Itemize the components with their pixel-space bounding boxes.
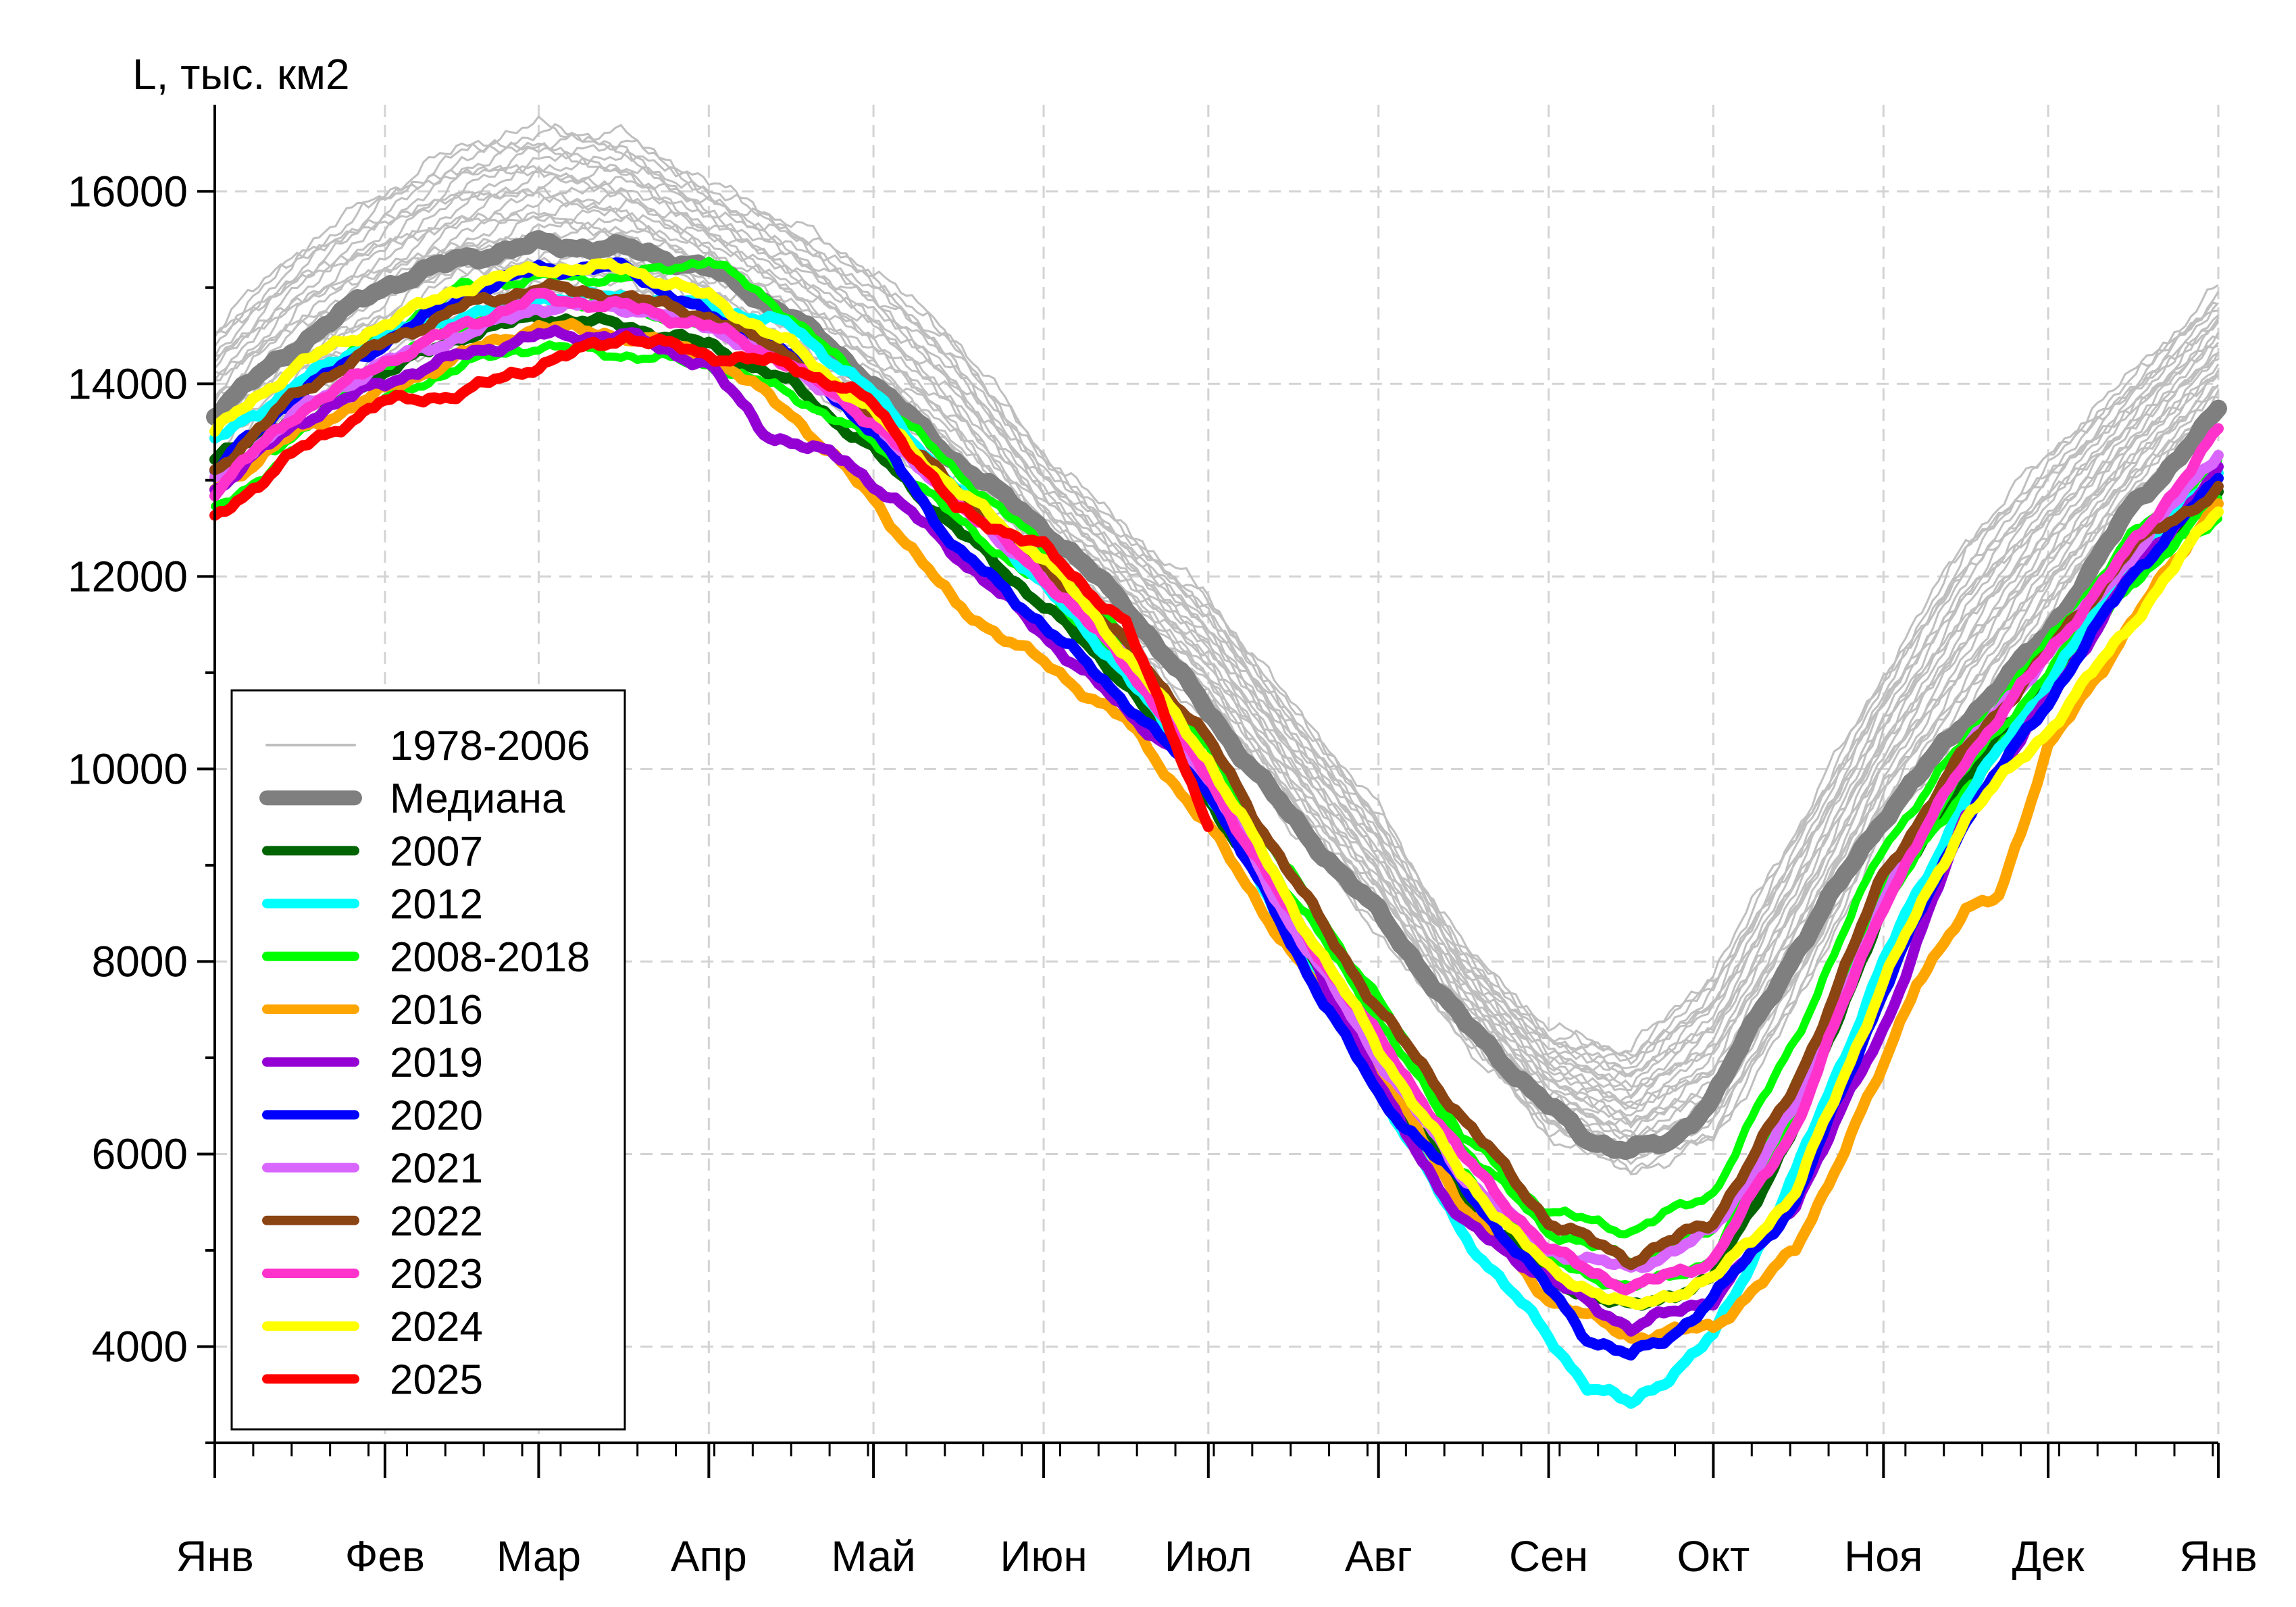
y-tick-label: 12000 xyxy=(68,552,188,601)
x-tick-label: Мар xyxy=(496,1532,581,1581)
legend-label: 2021 xyxy=(390,1146,483,1192)
legend-label: 2008-2018 xyxy=(390,934,590,981)
y-tick-label: 8000 xyxy=(92,937,188,986)
x-tick-label: Ноя xyxy=(1844,1532,1922,1581)
x-tick-label: Сен xyxy=(1509,1532,1588,1581)
legend-label: 2012 xyxy=(390,882,483,928)
legend-label: 2022 xyxy=(390,1198,483,1245)
legend: 1978-2006 Медиана 2007 2012 2008-2018 2016 201… xyxy=(230,689,626,1431)
x-tick-label: Авг xyxy=(1345,1532,1412,1581)
x-tick-label: Май xyxy=(831,1532,915,1581)
background-year-line xyxy=(214,218,2220,1125)
series-lines xyxy=(206,230,2227,1409)
background-year-line xyxy=(213,186,2219,1103)
x-tick-label: Июн xyxy=(1000,1532,1087,1581)
legend-label: 2016 xyxy=(390,987,483,1034)
y-tick-label: 4000 xyxy=(92,1322,188,1371)
x-tick-label: Дек xyxy=(2012,1532,2085,1581)
series-line-Медиана xyxy=(206,230,2227,1160)
series-line-2024 xyxy=(209,258,2224,1310)
y-tick-label: 6000 xyxy=(92,1129,188,1178)
background-year-line xyxy=(213,180,2219,1088)
legend-label: 1978-2006 xyxy=(390,723,590,769)
x-tick-label: Июл xyxy=(1165,1532,1252,1581)
background-year-line xyxy=(214,115,2219,1055)
legend-label: 2025 xyxy=(390,1356,483,1403)
legend-label: 2020 xyxy=(390,1092,483,1139)
series-line-2023 xyxy=(209,288,2224,1296)
legend-label: Медиана xyxy=(390,775,565,822)
series-line-2022 xyxy=(209,278,2224,1271)
legend-label: 2023 xyxy=(390,1251,483,1298)
background-year-line xyxy=(213,151,2220,1078)
x-tick-label: Янв xyxy=(176,1532,254,1581)
background-year-line xyxy=(213,165,2220,1082)
x-tick-label: Фев xyxy=(345,1532,425,1581)
axes xyxy=(197,105,2220,1478)
legend-label: 2019 xyxy=(390,1040,483,1086)
x-tick-label: Апр xyxy=(671,1532,747,1581)
x-tick-label: Окт xyxy=(1677,1532,1750,1581)
y-tick-label: 14000 xyxy=(68,359,188,408)
y-tick-label: 16000 xyxy=(68,167,188,215)
legend-label: 2007 xyxy=(390,828,483,875)
y-axis-label: L, тыс. км2 xyxy=(132,50,350,99)
legend-label: 2024 xyxy=(390,1304,483,1350)
x-tick-label: Янв xyxy=(2179,1532,2257,1581)
y-tick-label: 10000 xyxy=(68,744,188,793)
tick-labels: 4000 6000 8000 10000 12000 14000 16000 Янв Фев Ма… xyxy=(68,167,2257,1581)
series-line-2025 xyxy=(209,330,1214,832)
